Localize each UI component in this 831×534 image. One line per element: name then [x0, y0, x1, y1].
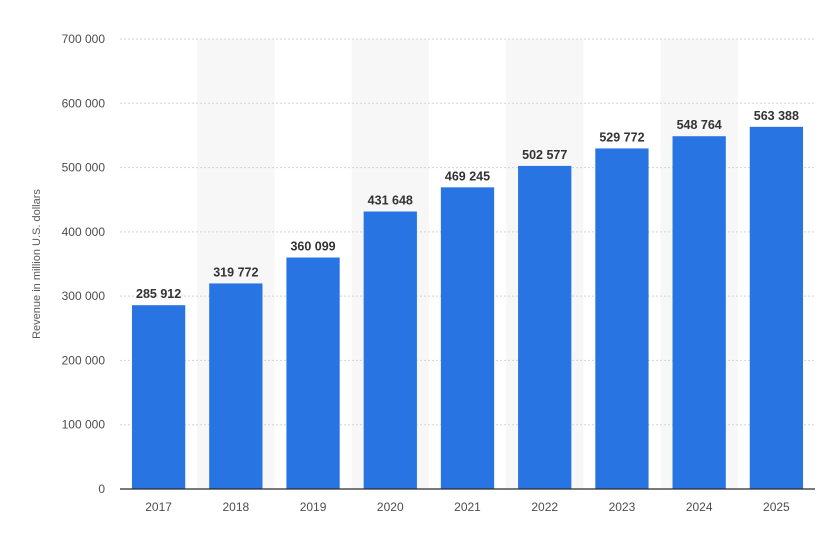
- x-axis-ticks: 2017 2018 2019 2020 2021 2022 2023 2024 2025: [145, 500, 790, 514]
- data-labels: 285 912 319 772 360 099 431 648 469 245 502 5…: [136, 109, 799, 301]
- data-label-2020: 431 648: [368, 194, 413, 208]
- bar-2023: [595, 148, 649, 489]
- bar-2022: [518, 165, 572, 489]
- y-tick-label: 200 000: [62, 353, 106, 367]
- bar-2025: [749, 126, 804, 490]
- y-tick-label: 400 000: [62, 225, 106, 239]
- data-label-2019: 360 099: [290, 240, 335, 254]
- bar-2021: [440, 187, 495, 489]
- x-tick-label-2020: 2020: [377, 500, 404, 514]
- bar-2019: [286, 257, 340, 489]
- x-tick-label-2019: 2019: [300, 500, 327, 514]
- x-tick-label-2017: 2017: [145, 500, 172, 514]
- y-tick-label: 0: [98, 482, 105, 496]
- data-label-2025: 563 388: [754, 109, 799, 123]
- x-tick-label-2021: 2021: [454, 500, 481, 514]
- y-tick-label: 500 000: [62, 161, 106, 175]
- data-label-2017: 285 912: [136, 287, 181, 301]
- data-label-2021: 469 245: [445, 169, 490, 183]
- data-label-2023: 529 772: [599, 130, 644, 144]
- bar-2020: [363, 211, 417, 489]
- bar-2018: [209, 283, 263, 489]
- y-axis-ticks: 0 100 000 200 000 300 000 400 000 500 000 600 …: [62, 32, 106, 496]
- bar-2024: [672, 136, 726, 489]
- x-tick-label-2023: 2023: [609, 500, 636, 514]
- y-tick-label: 700 000: [62, 32, 106, 46]
- bars: [131, 126, 804, 490]
- x-tick-label-2024: 2024: [686, 500, 713, 514]
- bar-2017: [131, 305, 186, 489]
- data-label-2024: 548 764: [677, 118, 722, 132]
- y-tick-label: 600 000: [62, 96, 106, 110]
- y-axis-label: Revenue in million U.S. dollars: [31, 189, 43, 339]
- y-tick-label: 100 000: [62, 418, 106, 432]
- data-label-2022: 502 577: [522, 148, 567, 162]
- data-label-2018: 319 772: [213, 265, 258, 279]
- x-tick-label-2025: 2025: [763, 500, 790, 514]
- y-tick-label: 300 000: [62, 289, 106, 303]
- x-tick-label-2018: 2018: [222, 500, 249, 514]
- x-tick-label-2022: 2022: [531, 500, 558, 514]
